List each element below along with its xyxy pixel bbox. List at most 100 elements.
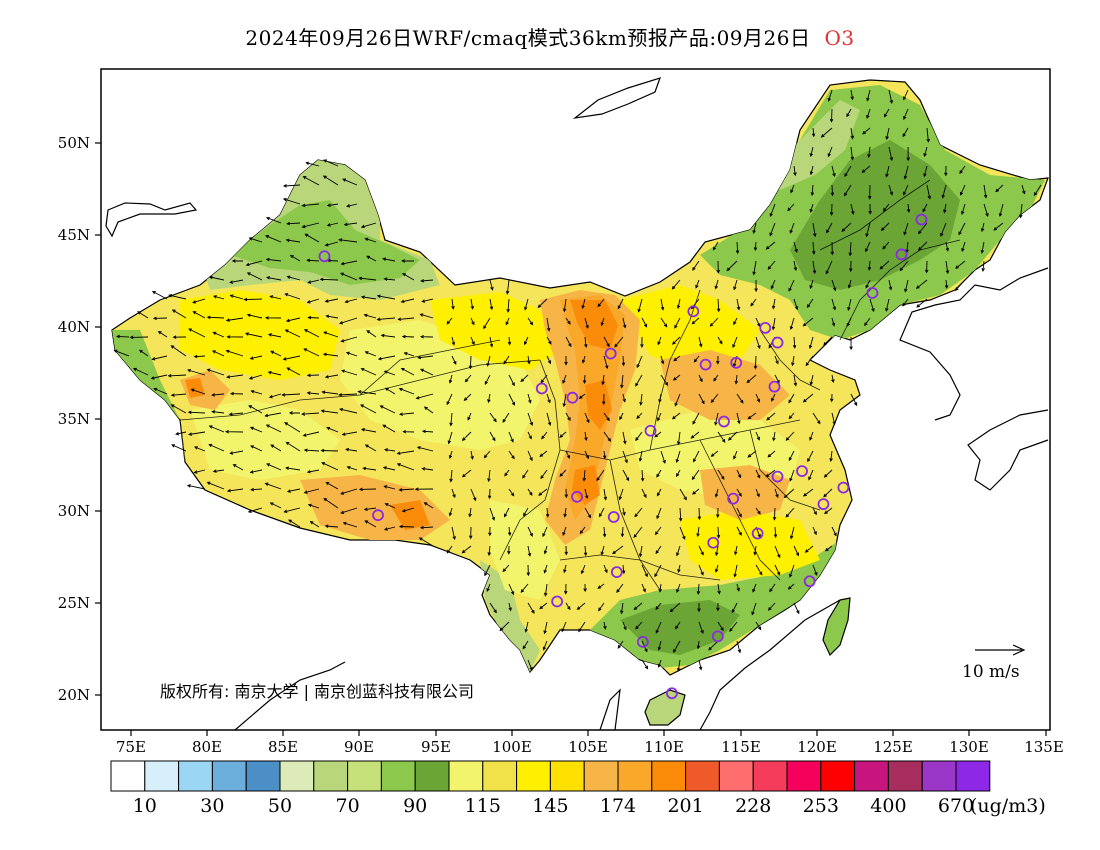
- legend-tick-label: 253: [803, 795, 839, 817]
- wind-arrow: [306, 391, 320, 395]
- wind-arrow: [731, 602, 738, 614]
- wind-arrow: [620, 374, 624, 389]
- wind-arrow: [620, 602, 624, 615]
- wind-arrow: [321, 390, 339, 395]
- wind-arrow: [747, 412, 757, 420]
- wind-arrow: [602, 526, 607, 538]
- wind-arrow: [944, 279, 949, 289]
- wind-arrow: [396, 463, 415, 471]
- wind-arrow: [640, 336, 644, 349]
- wind-arrow: [520, 374, 529, 383]
- wind-arrow: [882, 203, 890, 212]
- wind-arrow: [561, 621, 567, 633]
- wind-arrow: [747, 450, 757, 458]
- wind-arrow: [793, 260, 798, 272]
- legend-color-box: [347, 760, 382, 792]
- wind-arrow: [926, 184, 932, 200]
- legend-color-box: [583, 760, 619, 792]
- wind-arrow: [923, 146, 928, 158]
- wind-arrow: [655, 545, 662, 555]
- wind-arrow: [812, 241, 816, 255]
- legend-color-box: [685, 760, 720, 792]
- wind-arrow: [617, 640, 624, 649]
- wind-arrow: [211, 410, 225, 414]
- wind-arrow: [941, 184, 947, 199]
- wind-arrow: [584, 507, 591, 519]
- wind-arrow: [660, 374, 669, 386]
- wind-arrow: [483, 450, 491, 459]
- wind-arrow: [641, 317, 648, 328]
- wind-arrow: [446, 317, 453, 325]
- wind-arrow: [522, 640, 529, 650]
- station-marker: [636, 635, 649, 648]
- wind-arrow: [362, 466, 377, 471]
- wind-arrow: [811, 127, 816, 138]
- wind-arrow: [736, 469, 742, 479]
- wind-arrow: [980, 222, 985, 233]
- lon-label: 125E: [873, 738, 913, 756]
- lon-label: 85E: [268, 738, 298, 756]
- wind-arrow: [736, 393, 744, 404]
- wind-arrow: [902, 127, 909, 138]
- wind-arrow: [187, 410, 206, 415]
- wind-arrow: [660, 355, 665, 365]
- wind-arrow: [339, 407, 358, 414]
- wind-arrow: [284, 422, 301, 433]
- wind-arrow: [243, 297, 263, 302]
- wind-arrow: [245, 260, 263, 267]
- wind-arrow: [736, 526, 742, 536]
- wind-arrow: [692, 488, 700, 495]
- wind-arrow: [750, 298, 757, 307]
- wind-arrow: [171, 444, 187, 452]
- wind-arrow: [638, 545, 643, 558]
- wind-arrow: [364, 351, 377, 357]
- wind-arrow: [467, 412, 472, 421]
- legend-color-box: [820, 760, 856, 792]
- wind-arrow: [265, 257, 282, 262]
- wind-arrow: [228, 412, 244, 416]
- wind-arrow: [323, 497, 339, 509]
- wind-arrow: [980, 241, 985, 254]
- wind-arrow: [867, 184, 872, 200]
- wind-arrow: [383, 526, 396, 531]
- legend-color-box: [549, 760, 585, 792]
- wind-arrow: [793, 165, 797, 177]
- wind-arrow: [727, 431, 738, 441]
- wind-arrow: [289, 254, 301, 262]
- wind-arrow: [849, 336, 853, 351]
- wind-arrow: [812, 222, 817, 238]
- station-markers: [318, 213, 928, 700]
- wind-arrow: [537, 298, 548, 308]
- wind-arrow: [421, 429, 434, 434]
- longitude-axis: 75E 80E 85E 90E 95E 100E 105E 110E 115E …: [116, 730, 1064, 756]
- wind-arrow: [903, 108, 909, 121]
- wind-arrow: [788, 412, 795, 420]
- wind-arrow: [808, 469, 814, 481]
- wind-arrow: [376, 317, 396, 322]
- wind-arrow: [212, 350, 225, 357]
- wind-arrow: [402, 429, 415, 434]
- wind-arrow: [846, 108, 852, 118]
- wind-arrow: [266, 463, 282, 471]
- wind-arrow: [773, 526, 778, 539]
- station-marker: [817, 498, 830, 511]
- wind-arrow: [752, 222, 757, 234]
- wind-arrow: [906, 146, 910, 162]
- wind-arrow: [345, 351, 358, 357]
- station-marker: [372, 509, 384, 522]
- map-frame: [100, 68, 1051, 731]
- wind-arrow: [636, 355, 643, 369]
- latitude-axis: 50N 45N 40N 35N 30N 25N 20N: [58, 134, 101, 704]
- wind-arrow: [285, 441, 301, 452]
- wind-arrow: [820, 127, 833, 138]
- wind-arrow: [363, 313, 377, 319]
- wind-arrow: [446, 545, 453, 554]
- wind-arrow: [601, 393, 606, 406]
- wind-arrow: [885, 298, 890, 312]
- wind-arrow: [809, 431, 814, 441]
- wind-arrow: [284, 329, 301, 338]
- wind-arrow: [804, 545, 814, 553]
- wind-arrow: [755, 469, 761, 479]
- legend-color-box: [482, 760, 518, 792]
- wind-arrow: [546, 336, 552, 345]
